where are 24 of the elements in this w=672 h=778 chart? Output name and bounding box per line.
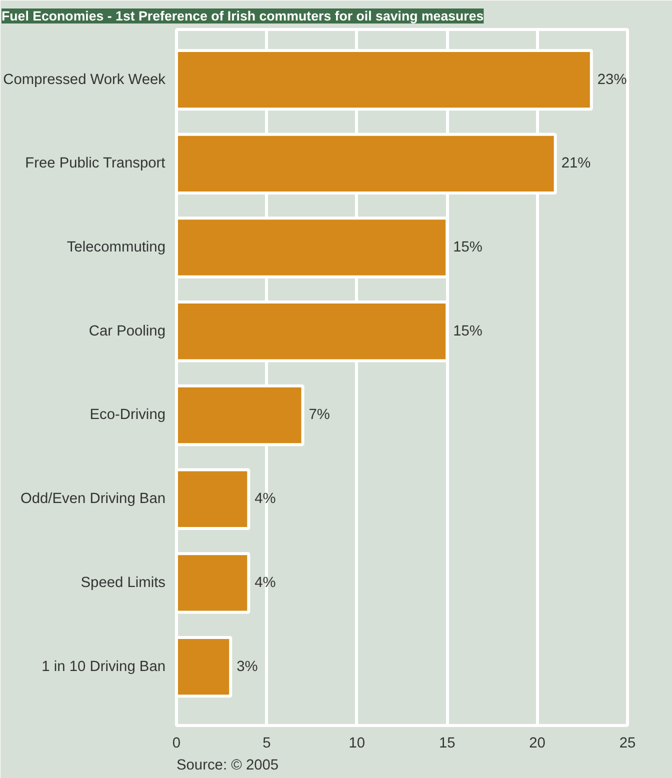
data-label: 23% [597, 72, 627, 88]
y-tick-label: Speed Limits [80, 574, 166, 591]
y-tick-label: 1 in 10 Driving Ban [42, 658, 166, 675]
x-tick-label: 0 [172, 736, 181, 752]
x-tick-label: 5 [262, 736, 271, 752]
data-label: 4% [254, 574, 276, 591]
y-tick-label: Odd/Even Driving Ban [20, 491, 166, 508]
y-tick-label: Car Pooling [88, 323, 166, 340]
data-label: 7% [308, 407, 330, 424]
x-tick-label: 15 [438, 736, 456, 752]
source-note: Source: © 2005 [176, 758, 279, 774]
data-label: 15% [453, 240, 482, 256]
y-tick-label: Free Public Transport [25, 156, 166, 172]
data-label: 15% [453, 323, 482, 340]
data-label: 21% [561, 156, 591, 172]
y-tick-label: Compressed Work Week [3, 72, 166, 88]
chart-title: Fuel Economies - 1st Preference of Irish commuters for oil saving measures [2, 8, 484, 24]
data-label: 4% [254, 491, 276, 508]
x-tick-label: 25 [619, 736, 636, 752]
y-tick-label: Eco-Driving [90, 407, 166, 424]
data-label: 3% [236, 658, 258, 675]
x-tick-label: 20 [529, 736, 546, 752]
y-tick-label: Telecommuting [66, 240, 166, 256]
x-tick-label: 10 [348, 736, 366, 752]
